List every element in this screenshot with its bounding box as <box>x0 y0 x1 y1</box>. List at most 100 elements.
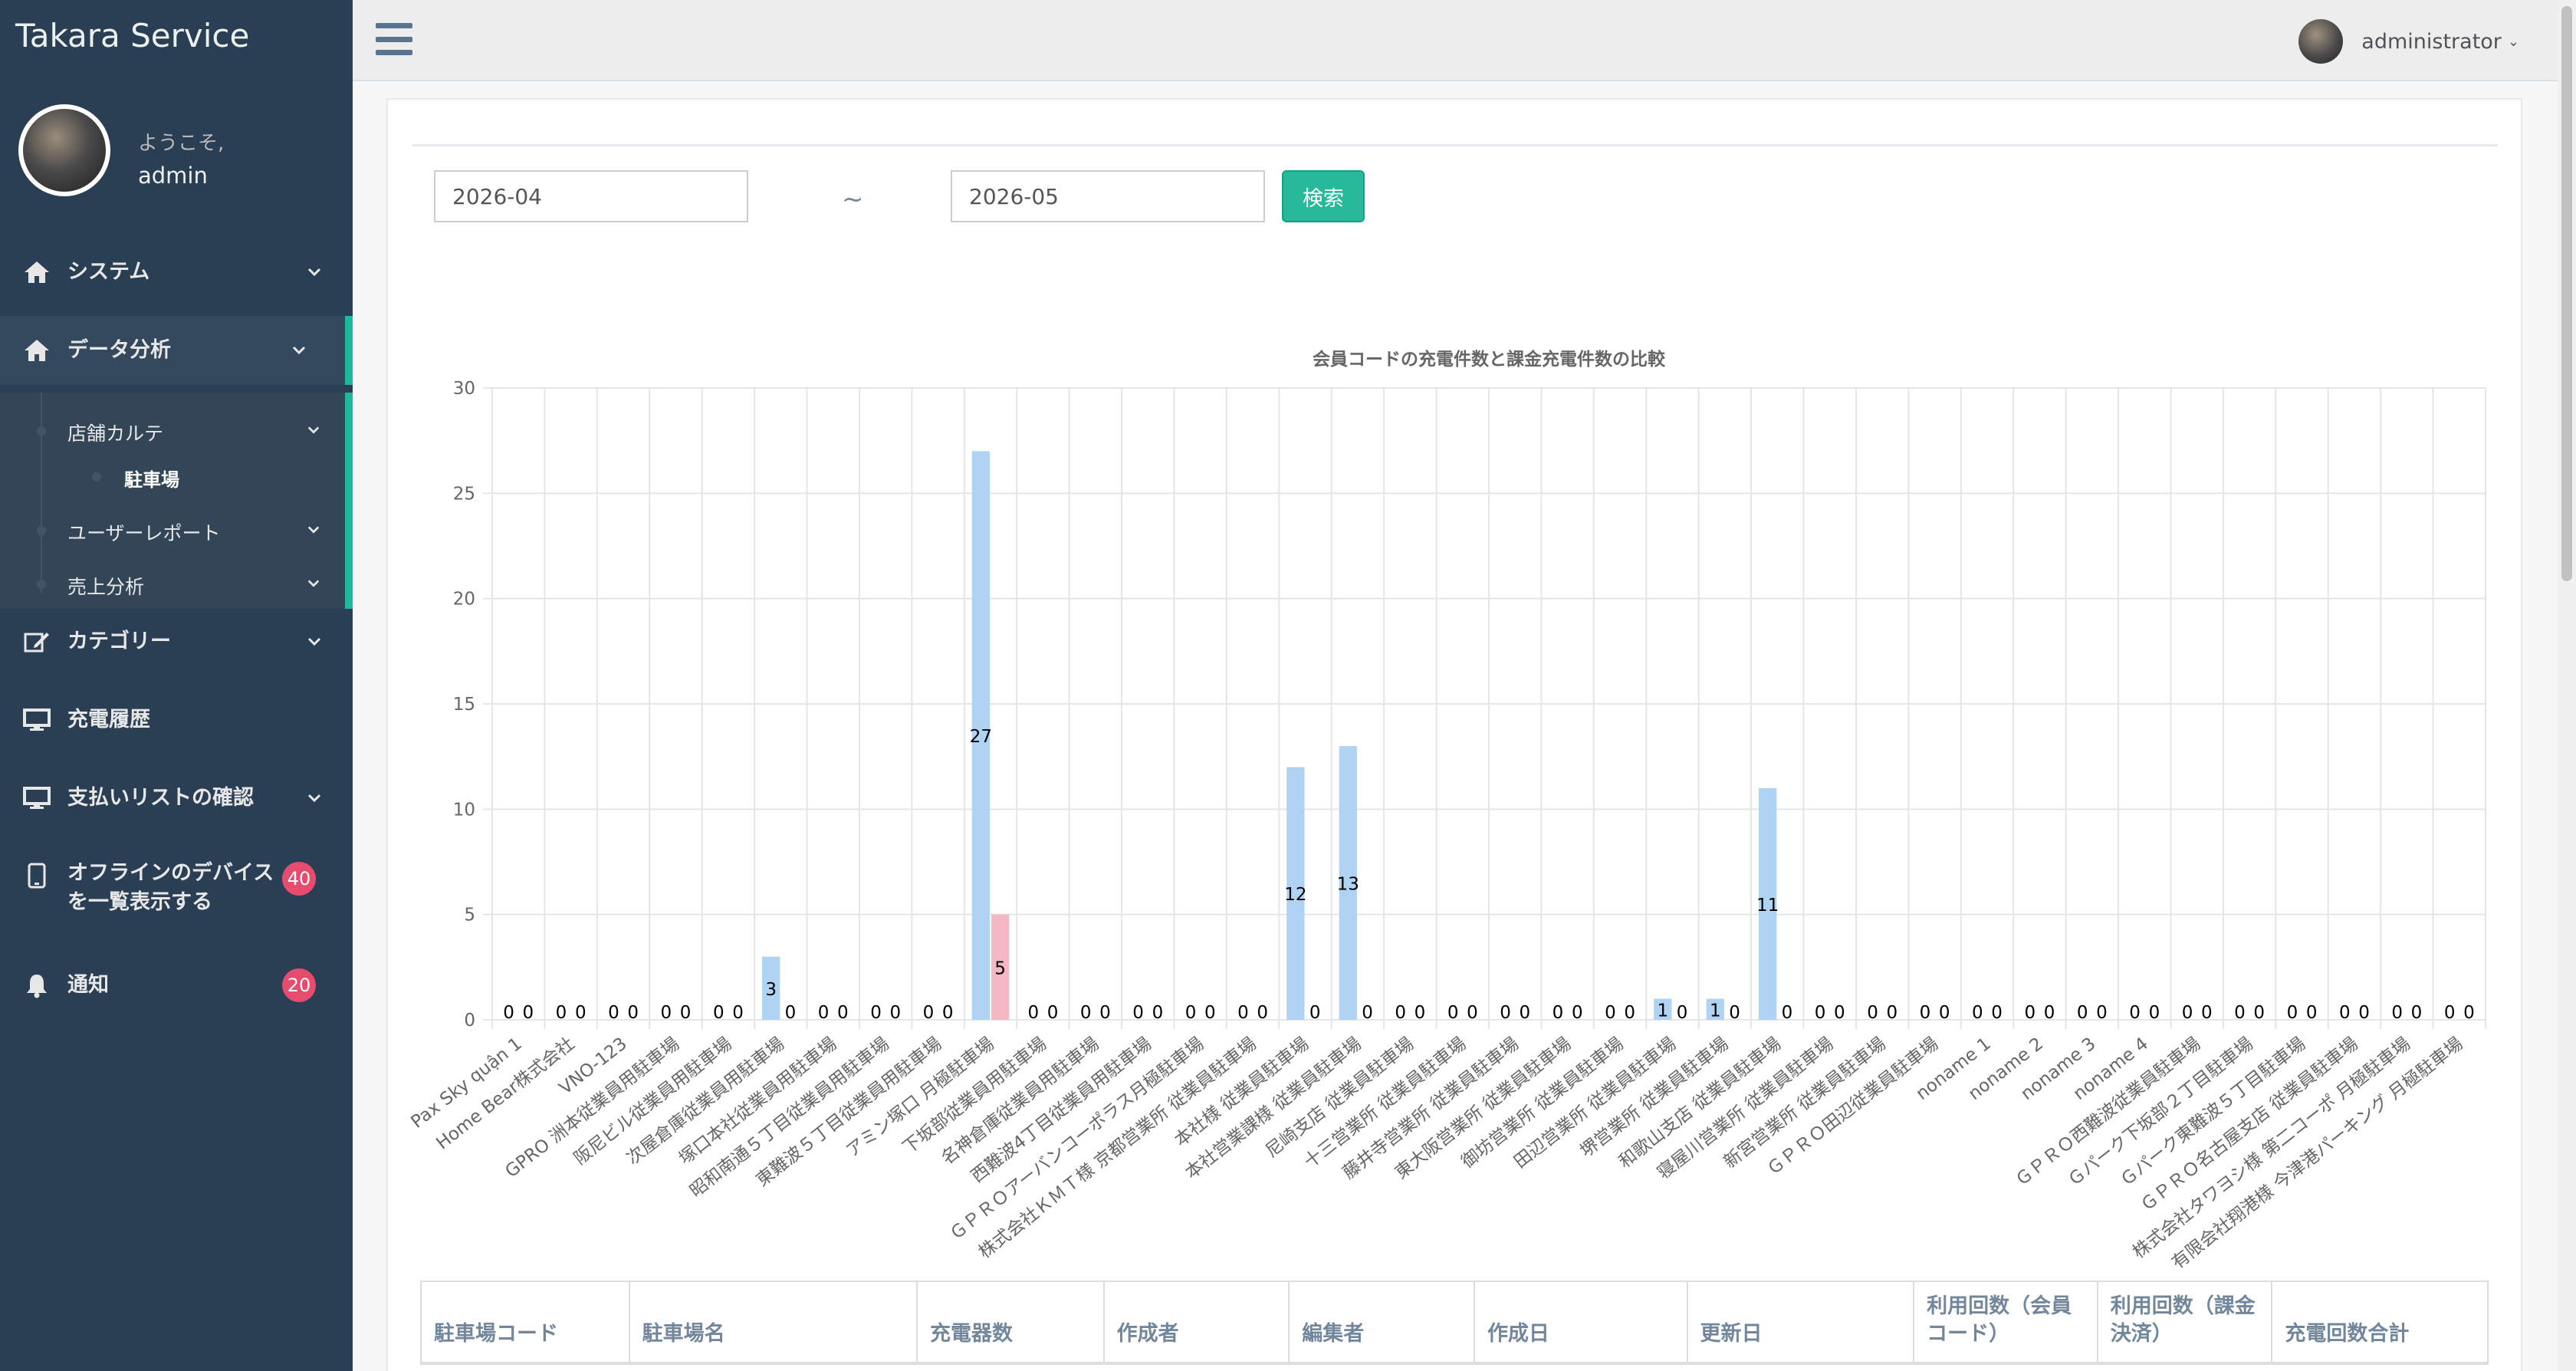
home-icon <box>21 257 52 288</box>
offline-devices-badge: 40 <box>282 862 316 896</box>
data-label: 0 <box>2129 1003 2141 1023</box>
menu-notification-label: 通知 <box>67 973 109 997</box>
menu-toggle-icon[interactable] <box>376 23 412 55</box>
table-header-cell[interactable]: 利用回数（会員コード） <box>1914 1282 2098 1362</box>
submenu-user-report[interactable]: ユーザーレポート <box>0 509 345 552</box>
parking-table-header: 駐車場コード 駐車場名 充電器数 作成者 編集者 作成日 更新日 利用回数（会員コード） 利用回… <box>420 1281 2489 1365</box>
data-label: 0 <box>2287 1003 2298 1023</box>
menu-offline-devices[interactable]: オフラインのデバイス を一覧表示する 40 <box>0 847 353 923</box>
data-label: 0 <box>1972 1003 1983 1023</box>
desktop-icon <box>21 783 52 814</box>
edit-icon <box>21 626 52 657</box>
data-label: 0 <box>1834 1003 1845 1023</box>
data-label: 0 <box>2391 1003 2403 1023</box>
chevron-down-icon <box>307 526 320 534</box>
notification-badge: 20 <box>282 968 316 1002</box>
data-label: 0 <box>2339 1003 2351 1023</box>
y-tick-label: 30 <box>453 379 475 399</box>
data-label: 0 <box>732 1003 744 1023</box>
data-label: 0 <box>1204 1003 1216 1023</box>
table-header-cell[interactable]: 駐車場コード <box>422 1282 630 1362</box>
menu-system[interactable]: システム <box>0 238 353 307</box>
data-label: 0 <box>1395 1003 1406 1023</box>
menu-notification[interactable]: 通知 20 <box>0 951 353 1020</box>
data-label: 0 <box>1414 1003 1426 1023</box>
menu-charge-history[interactable]: 充電履歴 <box>0 686 353 755</box>
home-icon <box>21 335 52 366</box>
data-label: 0 <box>1027 1003 1039 1023</box>
data-label: 0 <box>575 1003 586 1023</box>
data-label: 0 <box>556 1003 567 1023</box>
data-label: 0 <box>1237 1003 1249 1023</box>
data-label: 0 <box>1080 1003 1092 1023</box>
data-label: 0 <box>2077 1003 2088 1023</box>
data-label: 0 <box>2149 1003 2160 1023</box>
data-label: 0 <box>1185 1003 1197 1023</box>
data-label: 0 <box>1447 1003 1459 1023</box>
data-label: 0 <box>1939 1003 1950 1023</box>
data-label: 1 <box>1710 1001 1721 1021</box>
data-label: 0 <box>503 1003 514 1023</box>
data-label: 0 <box>2444 1003 2456 1023</box>
data-label: 0 <box>818 1003 830 1023</box>
y-tick-label: 20 <box>453 590 475 610</box>
data-label: 0 <box>1467 1003 1478 1023</box>
table-header-cell[interactable]: 充電回数合計 <box>2285 1322 2410 1346</box>
table-header-cell[interactable]: 編集者 <box>1290 1282 1475 1362</box>
bar-member <box>762 956 780 1020</box>
data-label: 12 <box>1284 885 1306 905</box>
menu-data-analysis[interactable]: データ分析 <box>0 316 353 385</box>
data-label: 0 <box>1500 1003 1511 1023</box>
data-label: 1 <box>1658 1001 1669 1021</box>
submenu-store[interactable]: 店舗カルテ <box>0 409 345 452</box>
page-scrollbar[interactable] <box>2558 0 2576 1371</box>
data-label: 0 <box>2182 1003 2193 1023</box>
top-navbar: administrator ⌄ <box>353 0 2558 81</box>
menu-category[interactable]: カテゴリー <box>0 607 353 676</box>
user-menu[interactable]: administrator ⌄ <box>2298 18 2519 64</box>
user-name: administrator <box>2361 29 2502 54</box>
data-label: 0 <box>870 1003 882 1023</box>
data-label: 0 <box>2463 1003 2475 1023</box>
data-label: 0 <box>2306 1003 2318 1023</box>
submenu-sales[interactable]: 売上分析 <box>0 563 345 606</box>
data-label: 0 <box>1867 1003 1878 1023</box>
submenu-user-report-label: ユーザーレポート <box>67 522 221 544</box>
table-header-cell[interactable]: 駐車場名 <box>630 1282 918 1362</box>
data-label: 5 <box>994 958 1006 978</box>
table-header-cell[interactable]: 充電器数 <box>918 1282 1105 1362</box>
sidebar: Takara Service ようこそ, admin システム データ分析 店舗… <box>0 0 353 1371</box>
data-label: 0 <box>2253 1003 2265 1023</box>
data-label: 0 <box>1099 1003 1111 1023</box>
data-label: 3 <box>765 980 777 1000</box>
chevron-down-icon <box>307 580 320 587</box>
y-tick-label: 10 <box>453 800 475 820</box>
table-header-cell[interactable]: 更新日 <box>1688 1282 1915 1362</box>
data-label: 0 <box>1729 1003 1740 1023</box>
search-button[interactable]: 検索 <box>1282 170 1365 222</box>
date-from-input[interactable] <box>434 170 748 222</box>
data-label: 0 <box>627 1003 639 1023</box>
scrollbar-thumb[interactable] <box>2561 6 2572 581</box>
submenu-store-label: 店舗カルテ <box>67 422 164 445</box>
data-analysis-submenu: 店舗カルテ 駐車場 ユーザーレポート 売上分析 <box>0 393 353 609</box>
menu-payment-list-label: 支払いリストの確認 <box>67 786 254 810</box>
content-panel: ~ 検索 会員コードの充電件数と課金充電件数の比較05101520253000P… <box>386 98 2522 1371</box>
brand-title[interactable]: Takara Service <box>15 17 250 54</box>
data-label: 0 <box>1677 1003 1688 1023</box>
date-to-input[interactable] <box>951 170 1265 222</box>
menu-payment-list[interactable]: 支払いリストの確認 <box>0 764 353 833</box>
data-label: 0 <box>523 1003 534 1023</box>
chevron-down-icon <box>307 268 321 277</box>
table-header-cell[interactable]: 利用回数（課金決済） <box>2098 1282 2273 1362</box>
y-tick-label: 0 <box>464 1011 475 1031</box>
y-tick-label: 15 <box>453 695 475 715</box>
data-label: 0 <box>1152 1003 1164 1023</box>
table-header-cell[interactable]: 作成日 <box>1475 1282 1688 1362</box>
submenu-parking[interactable]: 駐車場 <box>0 455 345 498</box>
menu-system-label: システム <box>67 260 150 284</box>
table-header-cell[interactable]: 作成者 <box>1105 1282 1290 1362</box>
bar-member <box>1339 745 1357 1020</box>
data-label: 0 <box>1552 1003 1564 1023</box>
data-label: 0 <box>1572 1003 1583 1023</box>
